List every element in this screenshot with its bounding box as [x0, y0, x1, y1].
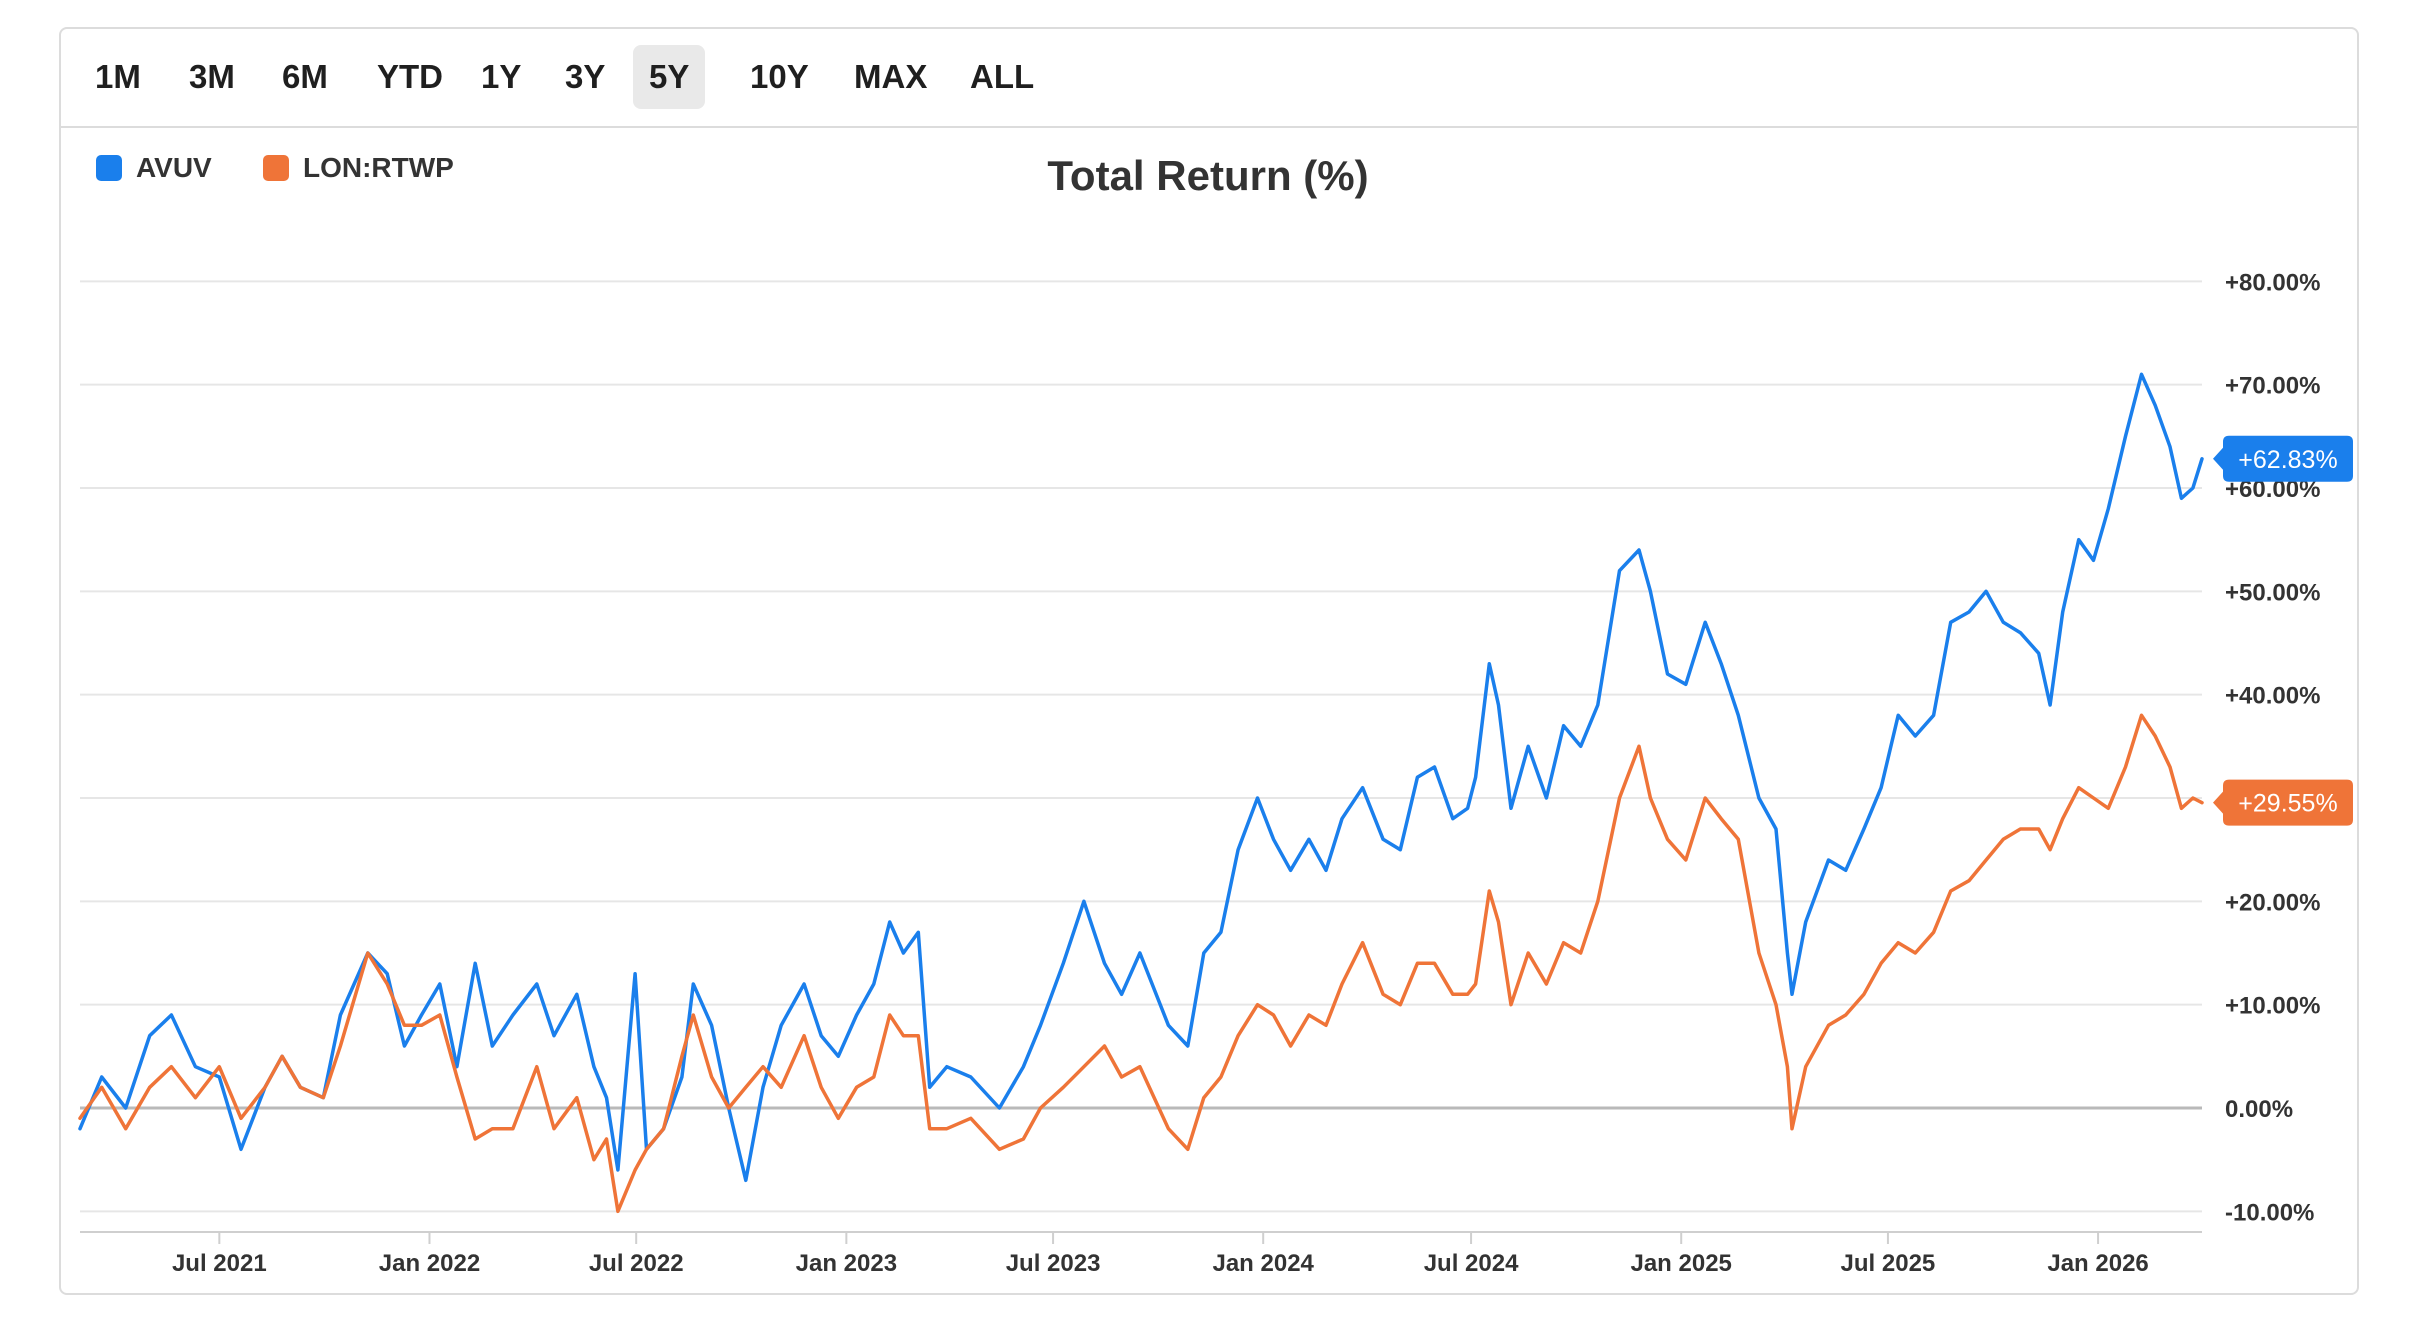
- range-button-1y[interactable]: 1Y: [481, 58, 522, 95]
- x-tick-label: Jan 2023: [796, 1250, 897, 1277]
- range-button-max[interactable]: MAX: [854, 58, 928, 95]
- last-value-label: +62.83%: [2238, 446, 2337, 474]
- range-toolbar: 1M 3M 6M YTD 1Y 3Y 5Y 10Y MAX ALL: [61, 29, 2357, 128]
- x-tick-label: Jul 2024: [1424, 1250, 1519, 1277]
- series-line-1: [78, 713, 2204, 1214]
- legend-label-avuv: AVUV: [136, 152, 212, 183]
- legend-item-rtwp[interactable]: LON:RTWP: [263, 152, 454, 184]
- last-value-label: +29.55%: [2238, 790, 2337, 818]
- range-button-3m[interactable]: 3M: [189, 58, 235, 95]
- y-tick-label: 0.00%: [2225, 1096, 2293, 1123]
- y-tick-label: +10.00%: [2225, 993, 2320, 1020]
- range-button-1m[interactable]: 1M: [95, 58, 141, 95]
- series-line-0: [78, 372, 2204, 1183]
- range-button-10y[interactable]: 10Y: [750, 58, 809, 95]
- y-tick-label: +20.00%: [2225, 889, 2320, 916]
- range-button-5y[interactable]: 5Y: [633, 45, 706, 109]
- range-button-all[interactable]: ALL: [970, 58, 1035, 95]
- last-value-tag: [2213, 779, 2353, 826]
- legend-swatch-avuv: [96, 155, 122, 181]
- chart-card: 1M 3M 6M YTD 1Y 3Y 5Y 10Y MAX ALL: [59, 27, 2359, 1295]
- legend-label-rtwp: LON:RTWP: [303, 152, 454, 183]
- chart-title: Total Return (%): [1047, 152, 1369, 199]
- x-tick-label: Jan 2025: [1630, 1250, 1731, 1277]
- legend-item-avuv[interactable]: AVUV: [96, 152, 212, 184]
- y-tick-label: +70.00%: [2225, 373, 2320, 400]
- x-tick-label: Jan 2022: [379, 1250, 480, 1277]
- y-tick-label: -10.00%: [2225, 1199, 2314, 1226]
- x-tick-label: Jan 2024: [1212, 1250, 1314, 1277]
- x-tick-label: Jul 2022: [589, 1250, 684, 1277]
- legend-swatch-rtwp: [263, 155, 289, 181]
- x-tick-label: Jan 2026: [2047, 1250, 2148, 1277]
- x-tick-label: Jul 2025: [1841, 1250, 1936, 1277]
- y-tick-label: +40.00%: [2225, 683, 2320, 710]
- range-button-6m[interactable]: 6M: [282, 58, 328, 95]
- y-tick-label: +50.00%: [2225, 579, 2320, 606]
- x-tick-label: Jul 2021: [172, 1250, 267, 1277]
- range-button-ytd[interactable]: YTD: [377, 58, 443, 95]
- last-value-tag: [2213, 435, 2353, 482]
- x-tick-label: Jul 2023: [1006, 1250, 1101, 1277]
- y-tick-label: +80.00%: [2225, 269, 2320, 296]
- range-button-3y[interactable]: 3Y: [565, 58, 606, 95]
